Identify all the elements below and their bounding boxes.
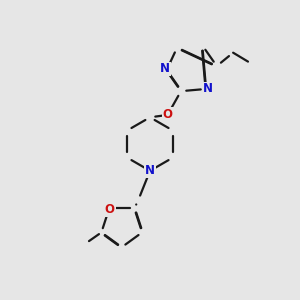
Text: O: O xyxy=(105,203,115,217)
Text: N: N xyxy=(202,82,213,95)
Text: N: N xyxy=(160,62,170,76)
Text: O: O xyxy=(163,108,172,122)
Text: N: N xyxy=(145,164,155,177)
